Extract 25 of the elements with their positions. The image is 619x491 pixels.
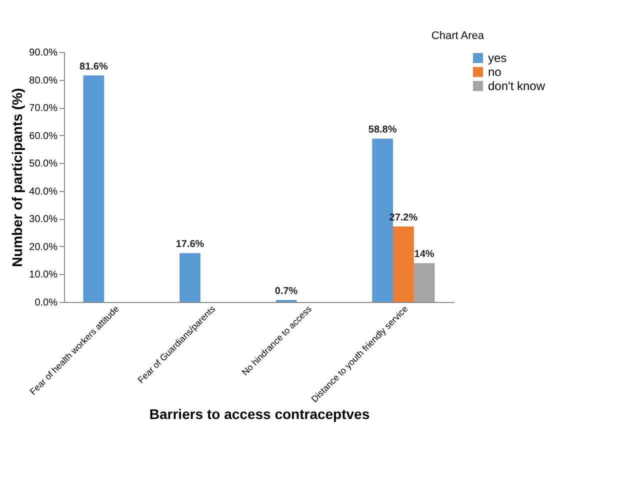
y-tick-label: 50.0% xyxy=(29,158,58,170)
data-label: 14% xyxy=(414,249,434,260)
y-tick-label: 0.0% xyxy=(34,298,58,308)
bar xyxy=(83,75,104,302)
legend-label: don't know xyxy=(488,79,546,93)
data-label: 0.7% xyxy=(274,286,298,298)
y-tick-label: 30.0% xyxy=(29,214,58,226)
data-label: 81.6% xyxy=(80,61,108,72)
data-label: 17.6% xyxy=(176,239,204,250)
data-label: 58.8% xyxy=(368,124,397,136)
x-axis-title: Barriers to access contraceptves xyxy=(149,406,370,422)
y-axis-title: Number of participants (%) xyxy=(9,88,26,267)
bar xyxy=(414,263,435,302)
text: Chart Area xyxy=(431,30,485,42)
y-tick-label: 40.0% xyxy=(29,186,58,198)
y-tick-label: 80.0% xyxy=(29,75,58,86)
y-tick-label: 90.0% xyxy=(29,48,58,58)
y-tick-label: 70.0% xyxy=(29,103,58,114)
bar xyxy=(393,226,414,302)
bar xyxy=(180,253,200,302)
legend-label: yes xyxy=(488,51,507,65)
y-tick-label: 20.0% xyxy=(29,242,58,253)
legend-label: no xyxy=(488,65,502,79)
y-tick-label: 10.0% xyxy=(29,270,58,281)
y-tick-label: 60.0% xyxy=(29,130,58,142)
